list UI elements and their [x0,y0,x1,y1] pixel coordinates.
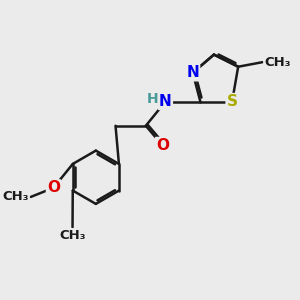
Text: S: S [226,94,238,109]
Text: CH₃: CH₃ [264,56,290,69]
Text: CH₃: CH₃ [3,190,29,203]
Text: N: N [186,65,199,80]
Text: CH₃: CH₃ [59,229,86,242]
Text: O: O [156,138,169,153]
Text: O: O [47,180,60,195]
Text: N: N [159,94,172,109]
Text: H: H [147,92,159,106]
